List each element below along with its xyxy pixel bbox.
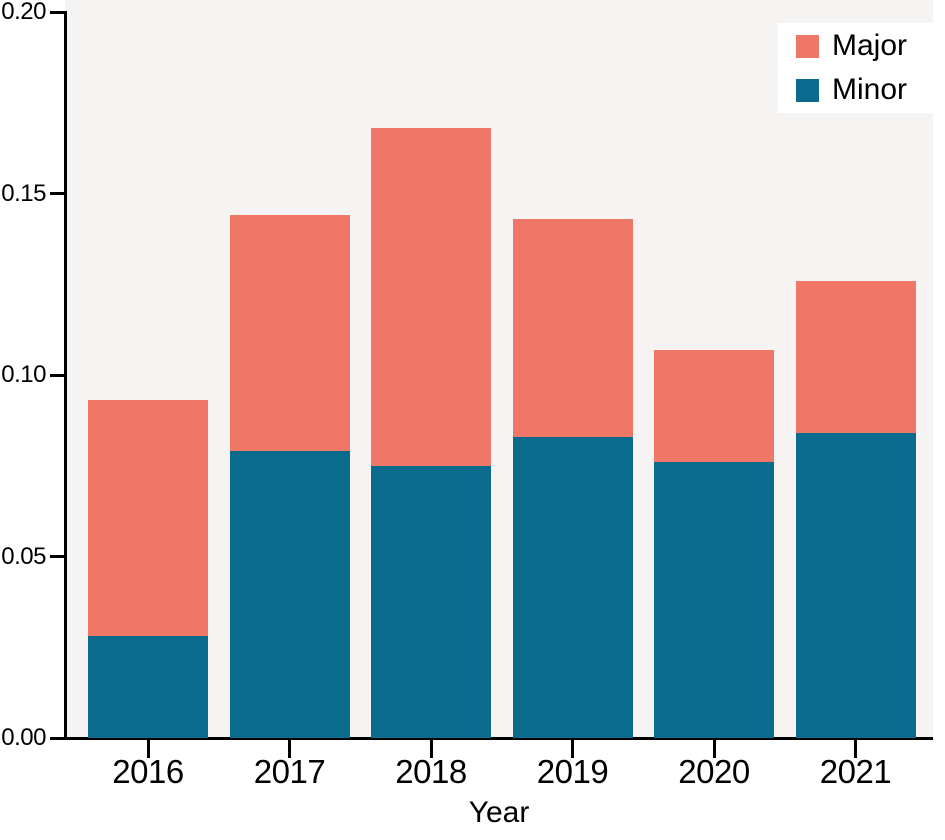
y-tick-0.05 <box>50 555 65 558</box>
y-tick-label-0.10: 0.10 <box>1 361 46 388</box>
bar-2019-minor <box>512 436 633 738</box>
bar-2018-minor <box>371 465 491 738</box>
legend-entry-major: Major <box>796 31 938 61</box>
y-tick-0.20 <box>50 10 65 14</box>
x-tick-2020 <box>712 740 716 758</box>
plot-area <box>65 0 933 738</box>
x-axis-title: Year <box>468 796 530 829</box>
legend-label-minor: Minor <box>832 73 908 106</box>
x-tick-2018 <box>429 740 433 758</box>
bar-2021-major <box>795 280 916 434</box>
x-tick-label-2018: 2018 <box>395 753 467 790</box>
y-axis-spine <box>64 11 67 740</box>
y-tick-0.15 <box>50 192 65 195</box>
y-tick-label-0.20: 0.20 <box>1 0 46 25</box>
bar-2017-minor <box>229 451 350 738</box>
major-swatch-icon <box>796 34 819 58</box>
minor-swatch-icon <box>796 78 819 102</box>
y-tick-label-0.00: 0.00 <box>1 724 46 751</box>
x-tick-2017 <box>288 740 291 758</box>
y-tick-0.10 <box>50 373 65 377</box>
x-tick-label-2017: 2017 <box>253 753 326 790</box>
bar-2017-major <box>229 215 350 452</box>
y-tick-label-0.05: 0.05 <box>1 542 46 570</box>
legend-entry-minor: Minor <box>796 75 938 105</box>
x-tick-label-2020: 2020 <box>678 753 750 790</box>
x-tick-2021 <box>854 740 857 758</box>
bar-2016-minor <box>88 636 208 738</box>
y-tick-label-0.15: 0.15 <box>1 179 46 207</box>
legend: Major Minor <box>778 23 938 113</box>
bar-2020-minor <box>654 462 774 738</box>
x-axis-spine <box>64 737 933 740</box>
bar-2019-major <box>512 218 633 437</box>
legend-label-major: Major <box>832 29 908 62</box>
x-tick-label-2019: 2019 <box>536 753 609 790</box>
x-tick-label-2021: 2021 <box>819 753 892 790</box>
bar-2018-major <box>371 128 491 466</box>
bar-2016-major <box>88 400 208 637</box>
x-tick-2019 <box>571 740 574 758</box>
bar-2020-major <box>654 349 774 463</box>
bar-2021-minor <box>795 433 916 738</box>
x-tick-2016 <box>146 740 150 758</box>
x-tick-label-2016: 2016 <box>112 753 184 790</box>
y-tick-0.00 <box>50 736 65 740</box>
